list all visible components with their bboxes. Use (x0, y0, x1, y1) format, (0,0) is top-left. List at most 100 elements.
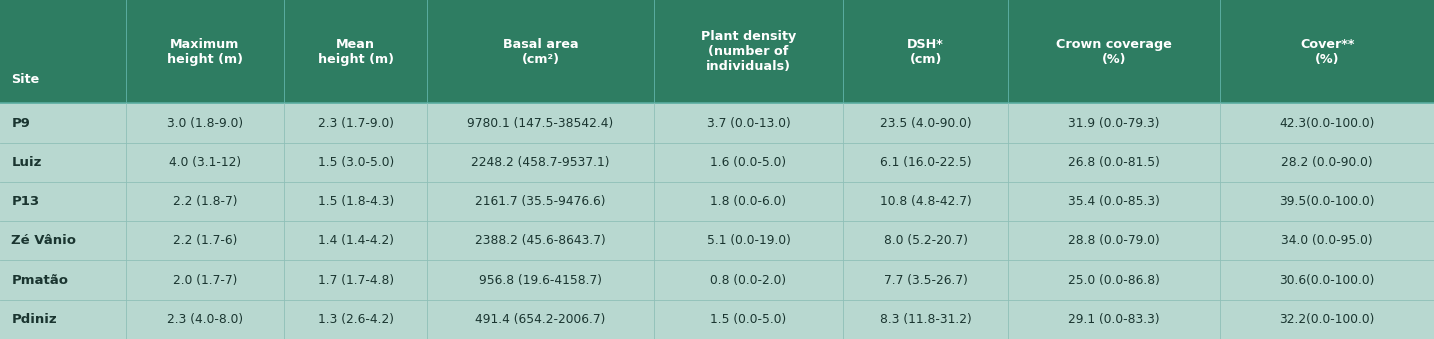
Text: 2161.7 (35.5-9476.6): 2161.7 (35.5-9476.6) (475, 195, 607, 208)
Text: P13: P13 (11, 195, 40, 208)
Text: 7.7 (3.5-26.7): 7.7 (3.5-26.7) (883, 274, 968, 286)
Text: 2.0 (1.7-7): 2.0 (1.7-7) (174, 274, 237, 286)
Bar (0, 0, 126, 103)
Text: 2.3 (1.7-9.0): 2.3 (1.7-9.0) (318, 117, 393, 129)
Bar (654, 143, 843, 182)
Bar (0, 103, 126, 143)
Text: Zé Vânio: Zé Vânio (11, 234, 76, 247)
Text: P9: P9 (11, 117, 30, 129)
Bar (1220, 0, 1434, 103)
Text: 2388.2 (45.6-8643.7): 2388.2 (45.6-8643.7) (475, 234, 607, 247)
Text: 1.7 (1.7-4.8): 1.7 (1.7-4.8) (317, 274, 394, 286)
Bar (126, 143, 284, 182)
Bar (1008, 300, 1220, 339)
Bar (843, 221, 1008, 260)
Text: 3.0 (1.8-9.0): 3.0 (1.8-9.0) (166, 117, 244, 129)
Text: Mean
height (m): Mean height (m) (318, 38, 393, 66)
Bar (427, 300, 654, 339)
Text: 8.3 (11.8-31.2): 8.3 (11.8-31.2) (880, 313, 971, 326)
Text: 1.4 (1.4-4.2): 1.4 (1.4-4.2) (318, 234, 393, 247)
Text: 32.2(0.0-100.0): 32.2(0.0-100.0) (1279, 313, 1375, 326)
Bar (1008, 0, 1220, 103)
Text: Pdiniz: Pdiniz (11, 313, 57, 326)
Text: 26.8 (0.0-81.5): 26.8 (0.0-81.5) (1068, 156, 1160, 169)
Bar (284, 0, 427, 103)
Bar (843, 300, 1008, 339)
Text: 8.0 (5.2-20.7): 8.0 (5.2-20.7) (883, 234, 968, 247)
Bar (0, 300, 126, 339)
Bar (654, 0, 843, 103)
Bar (427, 143, 654, 182)
Text: 29.1 (0.0-83.3): 29.1 (0.0-83.3) (1068, 313, 1160, 326)
Bar (126, 0, 284, 103)
Bar (1220, 221, 1434, 260)
Bar (1220, 182, 1434, 221)
Bar (126, 300, 284, 339)
Bar (427, 0, 654, 103)
Bar (284, 182, 427, 221)
Bar (843, 103, 1008, 143)
Bar (284, 300, 427, 339)
Bar (654, 221, 843, 260)
Text: 2.2 (1.7-6): 2.2 (1.7-6) (174, 234, 237, 247)
Text: 0.8 (0.0-2.0): 0.8 (0.0-2.0) (710, 274, 787, 286)
Bar (0, 143, 126, 182)
Text: 34.0 (0.0-95.0): 34.0 (0.0-95.0) (1282, 234, 1372, 247)
Bar (1008, 260, 1220, 300)
Text: 4.0 (3.1-12): 4.0 (3.1-12) (169, 156, 241, 169)
Bar (1220, 143, 1434, 182)
Text: 31.9 (0.0-79.3): 31.9 (0.0-79.3) (1068, 117, 1160, 129)
Bar (843, 260, 1008, 300)
Text: 1.5 (3.0-5.0): 1.5 (3.0-5.0) (317, 156, 394, 169)
Bar (1008, 221, 1220, 260)
Text: Maximum
height (m): Maximum height (m) (168, 38, 242, 66)
Text: 1.5 (1.8-4.3): 1.5 (1.8-4.3) (317, 195, 394, 208)
Text: 30.6(0.0-100.0): 30.6(0.0-100.0) (1279, 274, 1375, 286)
Bar (654, 182, 843, 221)
Bar (427, 182, 654, 221)
Bar (654, 260, 843, 300)
Text: Cover**
(%): Cover** (%) (1301, 38, 1354, 66)
Bar (427, 103, 654, 143)
Text: 956.8 (19.6-4158.7): 956.8 (19.6-4158.7) (479, 274, 602, 286)
Bar (284, 103, 427, 143)
Bar (654, 300, 843, 339)
Text: Luiz: Luiz (11, 156, 42, 169)
Text: 2.3 (4.0-8.0): 2.3 (4.0-8.0) (166, 313, 244, 326)
Text: Pmatão: Pmatão (11, 274, 69, 286)
Bar (1008, 143, 1220, 182)
Bar (126, 103, 284, 143)
Bar (284, 260, 427, 300)
Text: Crown coverage
(%): Crown coverage (%) (1057, 38, 1172, 66)
Bar (0, 260, 126, 300)
Text: 10.8 (4.8-42.7): 10.8 (4.8-42.7) (880, 195, 971, 208)
Text: 25.0 (0.0-86.8): 25.0 (0.0-86.8) (1068, 274, 1160, 286)
Text: 2248.2 (458.7-9537.1): 2248.2 (458.7-9537.1) (472, 156, 609, 169)
Text: 1.8 (0.0-6.0): 1.8 (0.0-6.0) (710, 195, 787, 208)
Text: 2.2 (1.8-7): 2.2 (1.8-7) (174, 195, 237, 208)
Bar (126, 260, 284, 300)
Text: 42.3(0.0-100.0): 42.3(0.0-100.0) (1279, 117, 1375, 129)
Text: 1.6 (0.0-5.0): 1.6 (0.0-5.0) (710, 156, 787, 169)
Bar (284, 143, 427, 182)
Text: 1.5 (0.0-5.0): 1.5 (0.0-5.0) (710, 313, 787, 326)
Bar (1220, 300, 1434, 339)
Text: DSH*
(cm): DSH* (cm) (908, 38, 944, 66)
Text: 5.1 (0.0-19.0): 5.1 (0.0-19.0) (707, 234, 790, 247)
Text: 6.1 (16.0-22.5): 6.1 (16.0-22.5) (880, 156, 971, 169)
Bar (843, 182, 1008, 221)
Text: 28.8 (0.0-79.0): 28.8 (0.0-79.0) (1068, 234, 1160, 247)
Text: 491.4 (654.2-2006.7): 491.4 (654.2-2006.7) (476, 313, 605, 326)
Bar (1008, 103, 1220, 143)
Text: Plant density
(number of
individuals): Plant density (number of individuals) (701, 30, 796, 73)
Text: 39.5(0.0-100.0): 39.5(0.0-100.0) (1279, 195, 1375, 208)
Bar (0, 221, 126, 260)
Text: 1.3 (2.6-4.2): 1.3 (2.6-4.2) (318, 313, 393, 326)
Bar (0, 182, 126, 221)
Bar (1220, 103, 1434, 143)
Text: 23.5 (4.0-90.0): 23.5 (4.0-90.0) (880, 117, 971, 129)
Bar (843, 0, 1008, 103)
Bar (126, 221, 284, 260)
Text: 9780.1 (147.5-38542.4): 9780.1 (147.5-38542.4) (467, 117, 614, 129)
Bar (843, 143, 1008, 182)
